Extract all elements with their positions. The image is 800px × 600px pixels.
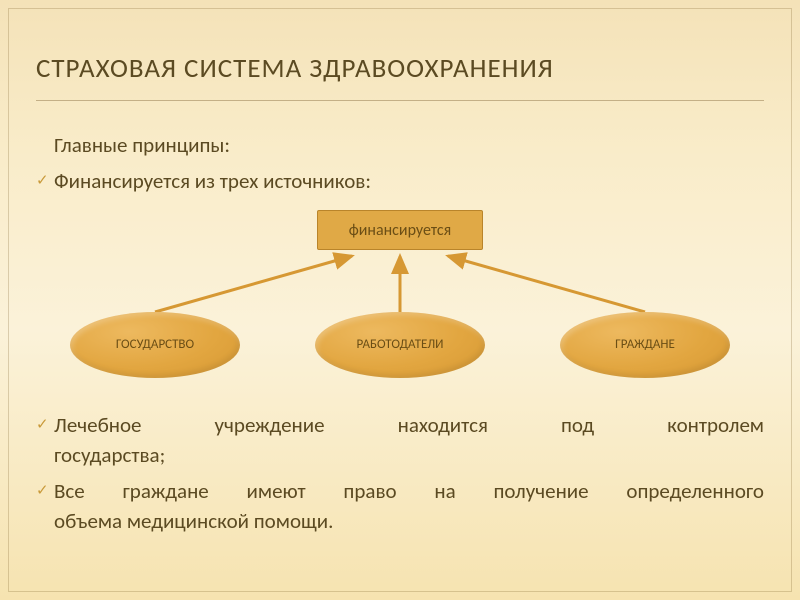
title-underline <box>36 100 764 101</box>
bullet-3-line2: объема медицинской помощи. <box>54 508 333 534</box>
diagram-top-box: финансируется <box>317 210 483 250</box>
bullet-3: ✓ Все граждане имеют право на получение … <box>36 478 764 504</box>
check-icon: ✓ <box>36 418 54 433</box>
check-icon: ✓ <box>36 174 54 189</box>
bullet-2-line1: Лечебное учреждение находится под контро… <box>54 412 764 438</box>
check-icon: ✓ <box>36 484 54 499</box>
diagram: финансируется ГОСУДАРСТВО РАБОТОДАТЕЛИ Г… <box>0 210 800 380</box>
intro-line: Главные принципы: <box>54 132 230 158</box>
ellipse-state: ГОСУДАРСТВО <box>70 312 240 378</box>
ellipse-citizens: ГРАЖДАНЕ <box>560 312 730 378</box>
ellipse-employers: РАБОТОДАТЕЛИ <box>315 312 485 378</box>
bullet-3-line1: Все граждане имеют право на получение оп… <box>54 478 764 504</box>
bullet-2: ✓ Лечебное учреждение находится под конт… <box>36 412 764 438</box>
bullet-2-line2: государства; <box>54 442 165 468</box>
bullet-1-text: Финансируется из трех источников: <box>54 168 764 194</box>
slide-title: СТРАХОВАЯ СИСТЕМА ЗДРАВООХРАНЕНИЯ <box>36 52 764 85</box>
bullet-1: ✓ Финансируется из трех источников: <box>36 168 764 194</box>
